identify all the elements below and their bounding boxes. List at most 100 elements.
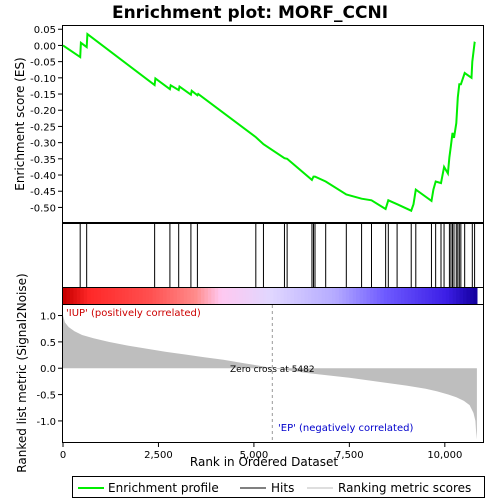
color-segment: [463, 288, 468, 304]
color-segment: [318, 288, 323, 304]
color-segment: [69, 288, 74, 304]
color-segment: [304, 288, 309, 304]
enrichment-profile-line: [62, 32, 476, 213]
color-segment: [100, 288, 105, 304]
color-segment: [173, 288, 178, 304]
color-segment: [121, 288, 126, 304]
x-axis-label: Rank in Ordered Dataset: [190, 455, 338, 469]
color-segment: [125, 288, 130, 304]
color-segment: [159, 288, 164, 304]
es-y-tick-label: -0.45: [30, 187, 56, 198]
metric-y-tick-label: -1.0: [36, 417, 56, 428]
color-segment: [352, 288, 357, 304]
color-segment: [263, 288, 268, 304]
color-segment: [404, 288, 409, 304]
color-segment: [238, 288, 243, 304]
color-segment: [180, 288, 185, 304]
color-segment: [211, 288, 216, 304]
metric-x-axis: 0 2,500 5,000 7,500 10,000: [60, 443, 462, 461]
x-tick-label: 0: [60, 450, 66, 461]
color-segment: [438, 288, 443, 304]
color-segment: [314, 288, 319, 304]
x-tick-label: 10,000: [427, 450, 462, 461]
color-segment: [259, 288, 264, 304]
color-segment: [266, 288, 271, 304]
metric-y-tick-label: 0.0: [40, 364, 56, 375]
color-segment: [456, 288, 461, 304]
color-segment: [390, 288, 395, 304]
es-y-axis-label: Enrichment score (ES): [13, 57, 27, 190]
color-segment: [311, 288, 316, 304]
color-segment: [342, 288, 347, 304]
color-segment: [290, 288, 295, 304]
color-segment: [273, 288, 278, 304]
color-segment: [163, 288, 168, 304]
color-segment: [245, 288, 250, 304]
color-segment: [359, 288, 364, 304]
color-segment: [445, 288, 450, 304]
color-segment: [287, 288, 292, 304]
color-segment: [283, 288, 288, 304]
color-segment: [380, 288, 385, 304]
metric-y-tick-label: 1.0: [40, 312, 56, 323]
color-segment: [235, 288, 240, 304]
es-y-tick-label: -0.40: [30, 171, 56, 182]
color-segment: [397, 288, 402, 304]
color-segment: [90, 288, 95, 304]
color-segment: [87, 288, 92, 304]
color-segment: [294, 288, 299, 304]
color-segment: [256, 288, 261, 304]
color-segment: [183, 288, 188, 304]
color-segment: [435, 288, 440, 304]
color-segment: [73, 288, 78, 304]
legend-ranking-label: Ranking metric scores: [338, 481, 471, 495]
color-segment: [449, 288, 454, 304]
es-y-tick-label: -0.10: [30, 74, 56, 85]
color-segment: [63, 288, 68, 304]
color-segment: [300, 288, 306, 304]
color-segment: [459, 288, 464, 304]
es-y-tick-label: -0.15: [30, 90, 56, 101]
color-segment: [466, 288, 471, 304]
color-segment: [425, 288, 430, 304]
color-segment: [128, 288, 133, 304]
legend-hits-label: Hits: [271, 481, 294, 495]
color-segment: [138, 288, 143, 304]
color-segment: [66, 288, 71, 304]
es-y-axis: 0.05 0.00 -0.05 -0.10 -0.15 -0.20 -0.25 -0.30 -0…: [30, 25, 62, 214]
color-segment: [418, 288, 423, 304]
color-segment: [228, 288, 233, 304]
color-segment: [383, 288, 388, 304]
color-segment: [442, 288, 447, 304]
color-segment: [221, 288, 226, 304]
color-segment: [166, 288, 171, 304]
color-segment: [328, 288, 333, 304]
color-segment: [373, 288, 378, 304]
color-segment: [276, 288, 281, 304]
color-segment: [325, 288, 330, 304]
color-segment: [104, 288, 109, 304]
color-segment: [107, 288, 112, 304]
metric-y-axis: 1.0 0.5 0.0 -0.5 -1.0: [36, 312, 62, 428]
color-segment: [194, 288, 199, 304]
color-segment: [94, 288, 99, 304]
es-y-tick-label: -0.50: [30, 203, 56, 214]
color-segment: [149, 288, 154, 304]
color-segment: [190, 288, 195, 304]
ranking-metric-area: [63, 315, 477, 440]
color-segment: [332, 288, 337, 304]
color-segment: [421, 288, 426, 304]
es-y-tick-label: 0.05: [34, 25, 56, 36]
color-segment: [200, 288, 206, 304]
color-segment: [338, 288, 343, 304]
chart-title: Enrichment plot: MORF_CCNI: [112, 3, 388, 23]
color-segment: [452, 288, 457, 304]
legend-enrichment-label: Enrichment profile: [108, 481, 219, 495]
color-segment: [414, 288, 419, 304]
color-segment: [335, 288, 340, 304]
es-panel: [62, 25, 484, 223]
color-segment: [176, 288, 181, 304]
color-segment: [142, 288, 147, 304]
color-segment: [428, 288, 433, 304]
